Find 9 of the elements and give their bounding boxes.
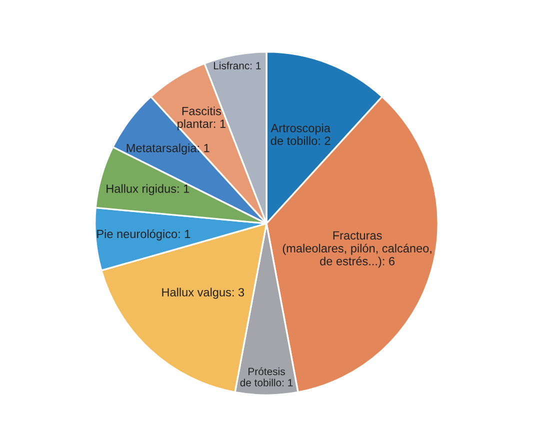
slice-label: Metatarsalgia: 1 bbox=[126, 144, 210, 155]
slice-label: Hallux rigidus: 1 bbox=[106, 184, 190, 196]
slice-label: Prótesis de tobillo: 1 bbox=[240, 367, 293, 386]
slice-label: Hallux valgus: 3 bbox=[162, 288, 244, 299]
slice-label: Fascitis plantar: 1 bbox=[178, 106, 226, 130]
slice-label: Lisfranc: 1 bbox=[214, 62, 261, 70]
slice-label: Pie neurológico: 1 bbox=[97, 229, 190, 240]
slice-label: Fracturas (maleolares, pilón, calcáneo, de estrés...): 6 bbox=[282, 231, 432, 268]
slice-label: Artroscopia de tobillo: 2 bbox=[270, 124, 330, 145]
